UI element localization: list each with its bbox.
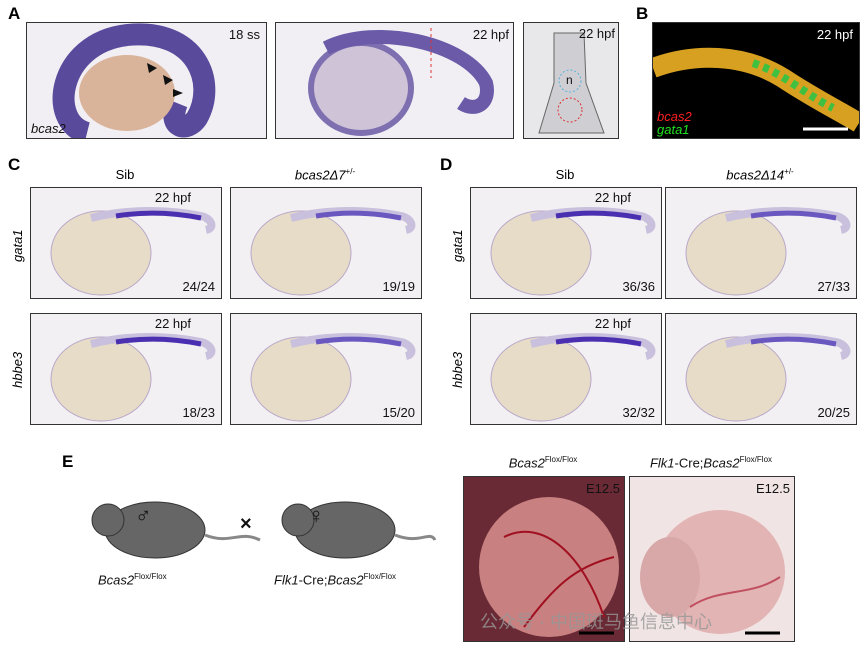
- stage: E12.5: [586, 481, 620, 496]
- gene: Sib: [115, 167, 135, 182]
- genotype: Bcas2Flox/Flox: [98, 572, 167, 587]
- image: 27/33: [665, 187, 857, 299]
- gene: Flk1: [274, 572, 299, 588]
- count: 19/19: [382, 279, 415, 294]
- panel-label: C: [8, 155, 21, 174]
- count: 32/32: [622, 405, 655, 420]
- embryo: [490, 333, 656, 422]
- channel: bcas2: [657, 109, 692, 124]
- column-header: bcas2Δ7+/-: [230, 167, 420, 182]
- image: 22 hpf: [275, 22, 514, 139]
- row-label: gata1: [10, 229, 25, 262]
- column-header: Sib: [30, 167, 220, 182]
- stage: 22 hpf: [594, 316, 631, 331]
- gene: Bcas2: [98, 572, 135, 588]
- gene: bcas2Δ7: [294, 167, 346, 183]
- gene: Bcas2: [508, 455, 545, 471]
- count: 36/36: [622, 279, 655, 294]
- panel-label: A: [8, 4, 21, 23]
- image: 22 hpf 24/24: [30, 187, 222, 299]
- stage: 22 hpf: [594, 190, 631, 205]
- image: 22 hpf 18/23: [30, 313, 222, 425]
- gene: Flk1: [649, 455, 675, 471]
- superscript: +/-: [784, 167, 794, 176]
- stage: 18 ss: [228, 27, 260, 42]
- image: 22 hpf 36/36: [470, 187, 662, 299]
- cross: ×: [240, 513, 252, 535]
- image: 22 hpf n: [523, 22, 619, 139]
- embryo: [250, 333, 416, 422]
- image: 19/19: [230, 187, 422, 299]
- image: 22 hpf 32/32: [470, 313, 662, 425]
- gene: Bcas2: [327, 572, 364, 588]
- stage: 22 hpf: [816, 27, 853, 42]
- column-header: bcas2Δ14+/-: [665, 167, 855, 182]
- superscript: Flox/Flox: [739, 455, 773, 464]
- image: 20/25: [665, 313, 857, 425]
- image: 22 hpf bcas2 gata1: [652, 22, 860, 139]
- row-label: gata1: [450, 229, 465, 262]
- count: 27/33: [817, 279, 850, 294]
- gene: bcas2: [31, 121, 66, 136]
- embryo: [50, 333, 216, 422]
- row-label: hbbe3: [10, 351, 25, 388]
- panel-label: D: [440, 155, 453, 174]
- embryo: [50, 207, 216, 296]
- superscript: Flox/Flox: [134, 572, 167, 581]
- text: -Cre;: [298, 572, 328, 588]
- count: 20/25: [817, 405, 850, 420]
- embryo: [490, 207, 656, 296]
- channel: gata1: [657, 122, 690, 137]
- stage: 22 hpf: [154, 316, 191, 331]
- superscript: Flox/Flox: [544, 455, 578, 464]
- stage: 22 hpf: [578, 26, 615, 41]
- superscript: +/-: [345, 167, 356, 176]
- image: E12.5: [629, 476, 795, 642]
- text: -Cre;: [674, 455, 704, 471]
- stage: 22 hpf: [154, 190, 191, 205]
- female-symbol: ♀: [308, 503, 325, 528]
- panel-label: B: [636, 4, 649, 23]
- superscript: Flox/Flox: [363, 572, 397, 581]
- embryo: [685, 333, 851, 422]
- column-header: Sib: [470, 167, 660, 182]
- image: E12.5: [463, 476, 625, 642]
- panel-label: E: [62, 452, 74, 471]
- count: 24/24: [182, 279, 215, 294]
- stage: E12.5: [756, 481, 790, 496]
- male-symbol: ♂: [135, 503, 152, 528]
- gene: Bcas2: [703, 455, 740, 471]
- embryo: [685, 207, 851, 296]
- embryo: [250, 207, 416, 296]
- genotype: Bcas2Flox/Flox: [463, 455, 623, 470]
- genotype: Flk1-Cre;Bcas2Flox/Flox: [629, 455, 793, 470]
- stage: 22 hpf: [472, 27, 509, 42]
- row-label: hbbe3: [450, 351, 465, 388]
- mice: [91, 501, 437, 559]
- genotype: Flk1-Cre;Bcas2Flox/Flox: [274, 572, 396, 587]
- gene: Sib: [555, 167, 575, 182]
- marker: n: [566, 73, 573, 87]
- count: 18/23: [182, 405, 215, 420]
- image: 18 ss bcas2: [26, 22, 267, 139]
- image: 15/20: [230, 313, 422, 425]
- count: 15/20: [382, 405, 415, 420]
- watermark: 公众号 · 中国斑马鱼信息中心: [480, 612, 712, 632]
- gene: bcas2Δ14: [726, 167, 785, 183]
